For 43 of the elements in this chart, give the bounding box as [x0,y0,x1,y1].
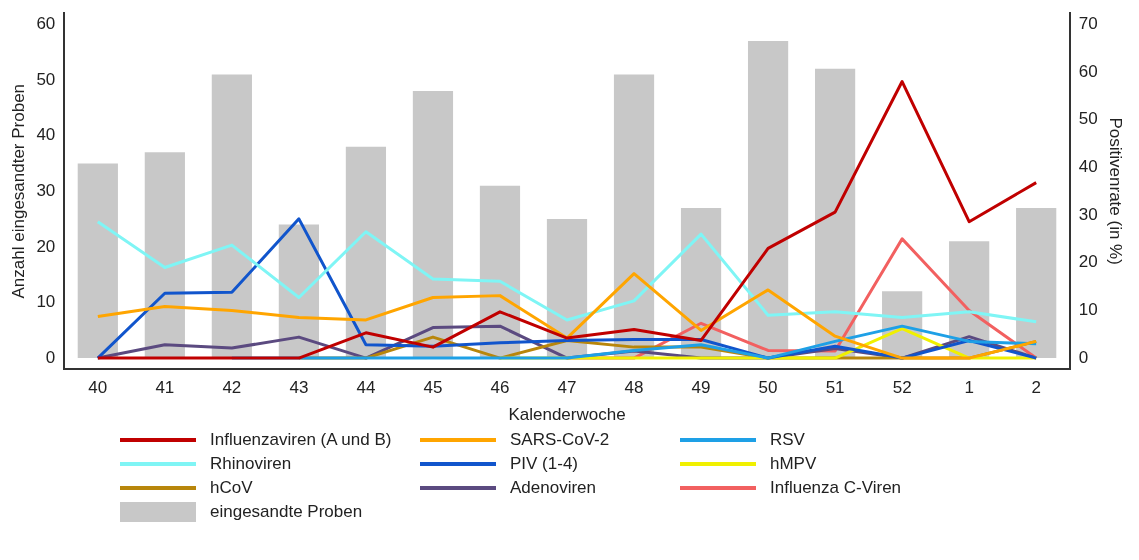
x-tick-label: 50 [758,378,778,398]
legend-label: PIV (1-4) [510,454,579,474]
x-tick-label: 44 [356,378,376,398]
legend-label: RSV [770,430,805,450]
y2-tick-label: 10 [1078,300,1098,320]
y-tick-label: 0 [45,347,56,367]
legend-label: hCoV [210,478,253,498]
y2-tick-label: 30 [1078,204,1098,224]
legend-label: Influenza C-Viren [770,478,902,498]
x-tick-label: 45 [423,378,443,398]
x-tick-label: 41 [155,378,175,398]
x-tick-label: 51 [825,378,845,398]
y-tick-label: 20 [36,236,56,256]
y-tick-label: 60 [36,14,56,34]
legend-label: SARS-CoV-2 [510,430,610,450]
x-tick-label: 43 [289,378,309,398]
x-tick-label: 2 [1031,378,1041,398]
y-tick-label: 10 [36,292,56,312]
y2-tick-label: 50 [1078,109,1098,129]
x-axis-title: Kalenderwoche [508,405,626,425]
x-tick-label: 49 [691,378,711,398]
legend-label: eingesandte Proben [210,502,363,522]
legend-label: Rhinoviren [210,454,292,474]
legend-label: Adenoviren [510,478,597,498]
y2-tick-label: 40 [1078,157,1098,177]
x-tick-label: 46 [490,378,510,398]
y2-tick-label: 20 [1078,252,1098,272]
y2-tick-label: 0 [1078,347,1089,367]
x-tick-label: 40 [88,378,108,398]
x-tick-label: 48 [624,378,644,398]
legend-label: hMPV [770,454,817,474]
x-tick-label: 1 [964,378,974,398]
x-tick-label: 47 [557,378,577,398]
y-axis-title: Anzahl eingesandter Proben [8,83,28,299]
y-tick-label: 40 [36,125,56,145]
x-tick-label: 52 [892,378,912,398]
y2-tick-label: 60 [1078,61,1098,81]
legend-label: Influenzaviren (A und B) [210,430,392,450]
y-tick-label: 50 [36,69,56,89]
y-tick-label: 30 [36,180,56,200]
y2-axis-title: Positivenrate (in %) [1106,117,1126,265]
y2-tick-label: 70 [1078,14,1098,33]
x-tick-label: 42 [222,378,242,398]
